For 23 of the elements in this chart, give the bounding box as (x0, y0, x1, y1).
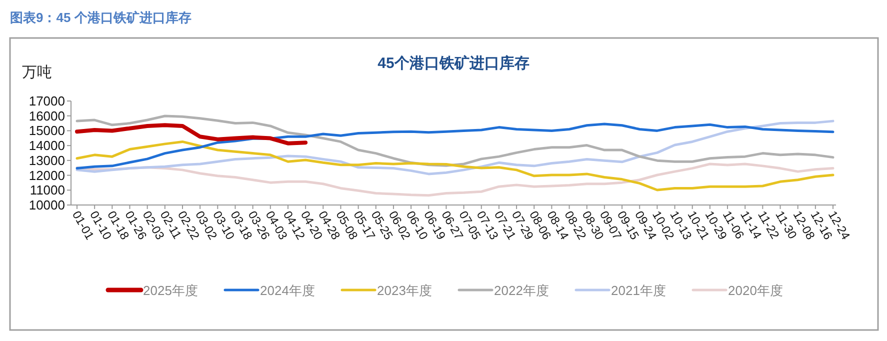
y-tick-label: 13000 (28, 152, 65, 168)
legend-label: 2020年度 (728, 283, 783, 298)
y-tick-label: 16000 (28, 108, 65, 124)
legend-label: 2023年度 (377, 283, 432, 298)
y-tick-label: 15000 (28, 123, 65, 138)
line-series (76, 122, 834, 170)
y-tick-label: 12000 (28, 168, 65, 183)
y-tick-label: 10000 (28, 198, 65, 212)
legend-label: 2021年度 (611, 283, 666, 298)
y-tick-label: 11000 (30, 182, 65, 198)
y-tick-label: 14000 (28, 138, 65, 154)
y-tick-label: 17000 (28, 94, 65, 108)
line-series (76, 114, 834, 167)
y-axis-title: 万吨 (22, 64, 52, 81)
text: 图表9：45 个港口铁矿进口库存 (10, 10, 192, 25)
legend-label: 2025年度 (143, 283, 198, 298)
line-series (76, 162, 834, 197)
line-series (75, 123, 308, 146)
legend-label: 2022年度 (494, 283, 549, 298)
chart-title: 45个港口铁矿进口库存 (378, 54, 530, 72)
legend-label: 2024年度 (260, 283, 315, 298)
line-series (76, 120, 834, 176)
line-series (76, 140, 834, 192)
